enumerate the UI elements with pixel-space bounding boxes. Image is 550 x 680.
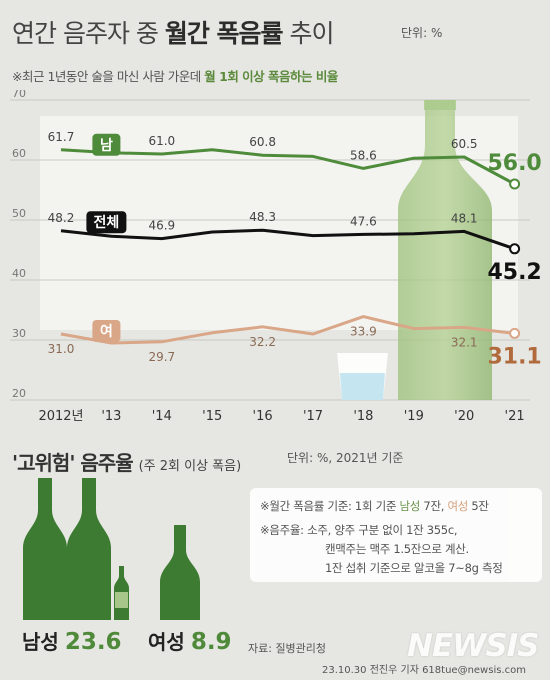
chart-subtitle: ※최근 1년동안 술을 마신 사람 가운데 월 1회 이상 폭음하는 비율 (12, 69, 338, 84)
info-line-4: 1잔 섭취 기준으로 알코올 7~8g 측정 (325, 561, 503, 575)
x-tick-label: '19 (404, 409, 424, 424)
bottle-illustrations (23, 478, 200, 620)
data-label: 31.1 (487, 344, 541, 369)
x-tick-label: '21 (505, 409, 525, 424)
series-tag-label: 여 (100, 323, 113, 340)
data-label: 48.1 (451, 211, 478, 225)
x-tick-label: '15 (202, 409, 222, 424)
data-label: 32.2 (249, 335, 276, 349)
series-line-남 (60, 148, 516, 186)
x-tick-label: 2012년 (38, 409, 83, 424)
y-tick-label: 20 (12, 387, 26, 400)
line-chart: 20 30 40 50 60 70 2012년 '13 '14 '15 '16 '17 '18 '19 '… (10, 90, 542, 424)
data-label: 46.9 (148, 219, 175, 233)
x-tick-label: '18 (353, 409, 373, 424)
soju-bottle-illustration (398, 100, 492, 400)
series-tag-label: 전체 (94, 214, 120, 231)
male-bottle-1-icon (23, 478, 67, 620)
unit-label: 단위: % (401, 26, 443, 40)
data-label: 48.3 (249, 210, 276, 224)
series-line-여 (60, 315, 515, 345)
data-label: 56.0 (487, 151, 541, 176)
y-tick-label: 40 (12, 267, 26, 280)
data-label: 45.2 (487, 260, 541, 285)
info-line-1: ※월간 폭음률 기준: 1회 기준 남성 7잔, 여성 5잔 (260, 499, 489, 513)
series-tag-bg (86, 211, 127, 234)
data-source: 자료: 질병관리청 (248, 642, 327, 655)
criteria-info-box: ※월간 폭음률 기준: 1회 기준 남성 7잔, 여성 5잔 ※음주율: 소주,… (250, 488, 542, 582)
shot-glass-illustration (337, 353, 388, 400)
x-tick-label: '17 (303, 409, 323, 424)
male-small-bottle-icon (114, 566, 129, 620)
info-line-3: 캔맥주는 맥주 1.5잔으로 계산. (325, 542, 469, 556)
x-tick-label: '14 (152, 409, 172, 424)
data-label: 48.2 (48, 211, 75, 225)
y-tick-label: 70 (12, 90, 26, 100)
male-bottle-2-icon (67, 478, 111, 620)
series-line-전체 (60, 228, 516, 251)
series-endpoint (509, 327, 521, 339)
data-label: 61.7 (48, 130, 75, 144)
data-label: 60.8 (249, 135, 276, 149)
data-label: 31.0 (48, 342, 75, 356)
chart-title: 연간 음주자 중 월간 폭음률 추이 (12, 19, 335, 48)
x-tick-label: '16 (253, 409, 273, 424)
data-label: 61.0 (148, 134, 175, 148)
series-tag-bg (92, 133, 121, 156)
high-risk-unit-note: 단위: %, 2021년 기준 (287, 451, 404, 465)
series-endpoint (509, 243, 521, 255)
data-label: 33.9 (350, 325, 377, 339)
data-label: 32.1 (451, 335, 478, 349)
info-line-2: ※음주율: 소주, 양주 구분 없이 1잔 355c, (260, 523, 458, 537)
y-tick-label: 30 (12, 327, 26, 340)
series-endpoint (509, 178, 521, 190)
y-tick-label: 50 (12, 207, 26, 220)
y-tick-label: 60 (12, 147, 26, 160)
high-risk-title: '고위험' 음주율 (주 2회 이상 폭음) (12, 451, 242, 475)
male-high-risk-stat: 남성 23.6 (22, 629, 122, 655)
data-label: 29.7 (148, 350, 175, 364)
female-bottle-icon (160, 525, 200, 620)
x-tick-label: '20 (454, 409, 474, 424)
data-label: 58.6 (350, 148, 377, 162)
x-tick-label: '13 (101, 409, 121, 424)
data-label: 60.5 (451, 137, 478, 151)
newsis-logo: NEWSIS (407, 628, 540, 664)
female-high-risk-stat: 여성 8.9 (148, 629, 232, 655)
series-tag-label: 남 (100, 137, 113, 154)
data-label: 47.6 (350, 214, 377, 228)
byline-credit: 23.10.30 전진우 기자 618tue@newsis.com (322, 665, 526, 676)
series-tag-bg (92, 320, 121, 342)
